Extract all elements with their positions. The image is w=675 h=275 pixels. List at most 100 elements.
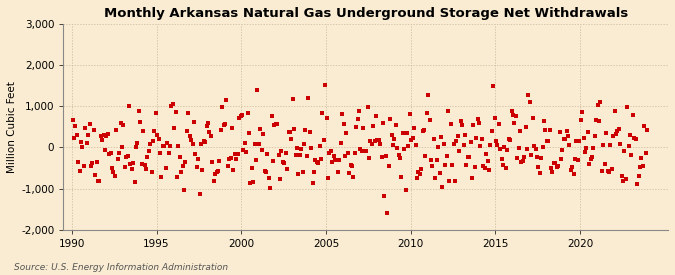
Point — [544, 127, 555, 132]
Point — [308, 169, 319, 174]
Point — [599, 162, 610, 166]
Point — [161, 166, 171, 170]
Point — [88, 128, 99, 133]
Point — [622, 105, 632, 110]
Point — [230, 152, 240, 156]
Point — [516, 160, 526, 164]
Point — [522, 147, 533, 151]
Point — [221, 98, 232, 102]
Point — [250, 158, 261, 163]
Point — [362, 104, 373, 109]
Point — [187, 142, 198, 146]
Point — [390, 123, 401, 128]
Point — [310, 158, 321, 162]
Point — [170, 109, 181, 114]
Point — [335, 141, 346, 145]
Point — [241, 150, 252, 154]
Point — [535, 170, 545, 175]
Point — [293, 172, 304, 176]
Point — [252, 87, 263, 92]
Point — [104, 152, 115, 156]
Point — [431, 158, 442, 162]
Point — [450, 179, 460, 183]
Point — [107, 166, 117, 170]
Point — [202, 121, 213, 125]
Point — [119, 164, 130, 169]
Point — [289, 126, 300, 131]
Point — [162, 141, 173, 145]
Point — [176, 169, 187, 174]
Point — [348, 174, 359, 179]
Point — [589, 134, 600, 138]
Point — [387, 142, 398, 147]
Point — [385, 117, 396, 121]
Point — [130, 180, 140, 184]
Point — [526, 153, 537, 157]
Point — [244, 131, 254, 135]
Point — [231, 157, 242, 161]
Point — [461, 163, 472, 167]
Point — [91, 160, 102, 164]
Point — [277, 160, 288, 165]
Point — [112, 157, 123, 161]
Point — [217, 104, 227, 109]
Point — [364, 156, 375, 160]
Point — [619, 149, 630, 153]
Point — [530, 147, 541, 151]
Point — [300, 127, 311, 132]
Point — [489, 116, 500, 120]
Point — [355, 147, 366, 152]
Point — [529, 144, 539, 148]
Point — [142, 155, 153, 160]
Point — [76, 140, 86, 145]
Point — [87, 161, 98, 165]
Point — [487, 129, 497, 133]
Point — [290, 153, 301, 157]
Point — [434, 171, 445, 175]
Point — [584, 161, 595, 166]
Point — [126, 167, 137, 171]
Point — [578, 136, 589, 140]
Point — [186, 138, 196, 143]
Point — [360, 148, 371, 153]
Point — [153, 137, 164, 141]
Point — [135, 120, 146, 125]
Point — [633, 174, 644, 179]
Point — [468, 123, 479, 128]
Point — [389, 137, 400, 141]
Point — [452, 134, 463, 138]
Point — [537, 144, 548, 149]
Point — [478, 164, 489, 169]
Point — [481, 152, 491, 156]
Point — [240, 141, 250, 145]
Point — [399, 147, 410, 151]
Point — [352, 117, 363, 121]
Point — [194, 192, 205, 197]
Point — [151, 110, 161, 115]
Point — [506, 108, 517, 113]
Point — [602, 169, 613, 174]
Point — [297, 169, 308, 174]
Point — [219, 122, 230, 126]
Point — [572, 158, 583, 162]
Point — [337, 112, 348, 117]
Point — [347, 164, 358, 168]
Point — [639, 124, 649, 128]
Point — [425, 118, 435, 122]
Point — [588, 146, 599, 150]
Point — [351, 125, 362, 130]
Point — [294, 153, 305, 157]
Point — [444, 179, 455, 183]
Point — [483, 167, 494, 172]
Point — [279, 161, 290, 165]
Point — [593, 119, 604, 123]
Point — [304, 130, 315, 134]
Point — [365, 139, 376, 143]
Point — [477, 137, 487, 142]
Point — [238, 148, 249, 153]
Point — [319, 138, 329, 142]
Point — [518, 159, 529, 163]
Point — [496, 157, 507, 161]
Point — [350, 151, 360, 155]
Point — [321, 116, 332, 120]
